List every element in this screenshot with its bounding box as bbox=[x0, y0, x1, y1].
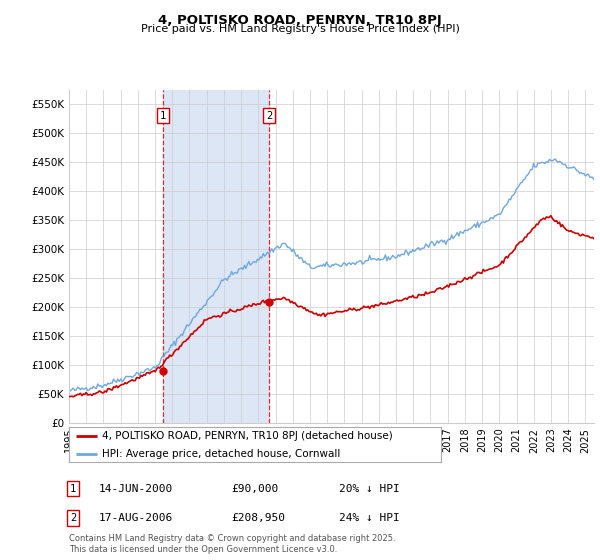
Text: 20% ↓ HPI: 20% ↓ HPI bbox=[339, 484, 400, 494]
Text: 4, POLTISKO ROAD, PENRYN, TR10 8PJ (detached house): 4, POLTISKO ROAD, PENRYN, TR10 8PJ (deta… bbox=[103, 431, 393, 441]
Text: 2: 2 bbox=[70, 513, 76, 523]
Text: 1: 1 bbox=[70, 484, 76, 494]
Text: 4, POLTISKO ROAD, PENRYN, TR10 8PJ: 4, POLTISKO ROAD, PENRYN, TR10 8PJ bbox=[158, 14, 442, 27]
Text: 2: 2 bbox=[266, 111, 272, 120]
Text: HPI: Average price, detached house, Cornwall: HPI: Average price, detached house, Corn… bbox=[103, 449, 341, 459]
Text: 1: 1 bbox=[160, 111, 166, 120]
Text: Price paid vs. HM Land Registry's House Price Index (HPI): Price paid vs. HM Land Registry's House … bbox=[140, 24, 460, 34]
Text: £208,950: £208,950 bbox=[231, 513, 285, 523]
Text: 14-JUN-2000: 14-JUN-2000 bbox=[99, 484, 173, 494]
Text: 24% ↓ HPI: 24% ↓ HPI bbox=[339, 513, 400, 523]
Text: This data is licensed under the Open Government Licence v3.0.: This data is licensed under the Open Gov… bbox=[69, 545, 337, 554]
Bar bbox=[163, 90, 269, 423]
Text: £90,000: £90,000 bbox=[231, 484, 278, 494]
Text: 17-AUG-2006: 17-AUG-2006 bbox=[99, 513, 173, 523]
Text: Contains HM Land Registry data © Crown copyright and database right 2025.: Contains HM Land Registry data © Crown c… bbox=[69, 534, 395, 543]
